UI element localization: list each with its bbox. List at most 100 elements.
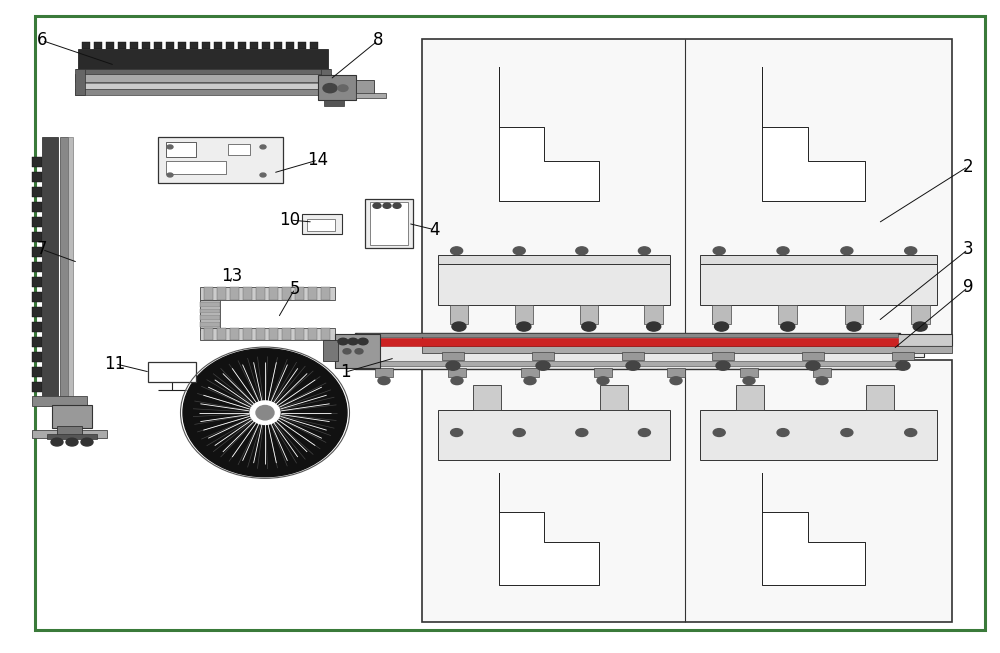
Bar <box>243 287 252 300</box>
Circle shape <box>323 84 337 93</box>
Circle shape <box>338 85 348 91</box>
Bar <box>442 352 464 360</box>
Bar <box>324 100 344 106</box>
Text: 3: 3 <box>963 240 973 259</box>
Bar <box>532 352 554 360</box>
Bar <box>32 382 42 392</box>
Bar <box>32 202 42 212</box>
Circle shape <box>816 377 828 385</box>
Circle shape <box>66 438 78 446</box>
Circle shape <box>383 203 391 208</box>
Bar <box>600 385 628 410</box>
Bar <box>166 42 174 49</box>
Bar <box>282 328 291 340</box>
Circle shape <box>781 322 795 331</box>
Bar <box>106 42 114 49</box>
Bar <box>200 315 220 320</box>
Bar <box>295 287 304 300</box>
Bar <box>256 328 265 340</box>
Bar <box>200 328 335 340</box>
Circle shape <box>81 438 93 446</box>
Bar <box>515 304 533 325</box>
Circle shape <box>896 361 910 370</box>
Bar <box>200 287 335 300</box>
Circle shape <box>670 377 682 385</box>
Bar <box>356 80 374 97</box>
Bar <box>700 255 937 264</box>
Bar <box>57 426 82 436</box>
Bar <box>282 287 291 300</box>
Bar <box>845 304 863 325</box>
Circle shape <box>626 361 640 370</box>
Circle shape <box>576 428 588 436</box>
Bar <box>365 199 413 248</box>
Bar <box>32 307 42 317</box>
Circle shape <box>777 247 789 255</box>
Bar <box>47 434 97 439</box>
Text: 14: 14 <box>307 151 329 169</box>
Circle shape <box>536 361 550 370</box>
Bar <box>190 42 198 49</box>
Circle shape <box>716 361 730 370</box>
Bar <box>736 385 764 410</box>
Bar <box>448 368 466 377</box>
Bar <box>75 89 331 95</box>
Bar <box>32 292 42 302</box>
Text: 5: 5 <box>290 279 300 298</box>
Circle shape <box>167 145 173 149</box>
Polygon shape <box>762 473 865 585</box>
Circle shape <box>513 428 525 436</box>
Bar <box>230 287 239 300</box>
Bar <box>422 360 952 622</box>
Text: 13: 13 <box>221 266 243 285</box>
Circle shape <box>713 428 725 436</box>
Bar <box>52 405 92 428</box>
Circle shape <box>355 349 363 354</box>
Bar <box>700 264 937 306</box>
Bar <box>32 322 42 332</box>
Bar <box>902 345 924 357</box>
Bar <box>357 361 898 366</box>
Bar <box>422 39 952 336</box>
Text: 8: 8 <box>373 31 383 50</box>
Bar <box>356 93 386 98</box>
Bar <box>521 368 539 377</box>
Circle shape <box>524 377 536 385</box>
Bar <box>450 304 468 325</box>
Circle shape <box>905 428 917 436</box>
Bar <box>321 69 331 95</box>
Bar <box>32 277 42 287</box>
Polygon shape <box>499 67 599 201</box>
Circle shape <box>638 247 650 255</box>
Bar <box>778 304 797 325</box>
Circle shape <box>348 338 358 345</box>
Bar <box>32 187 42 197</box>
Text: 11: 11 <box>104 355 126 373</box>
Bar <box>130 42 138 49</box>
Circle shape <box>713 247 725 255</box>
Bar <box>166 161 226 174</box>
Bar <box>375 368 393 377</box>
Bar <box>667 368 685 377</box>
Bar <box>712 304 731 325</box>
Bar <box>269 328 278 340</box>
Bar <box>357 338 898 346</box>
Bar <box>226 42 234 49</box>
Bar <box>323 340 338 361</box>
Bar <box>76 69 330 74</box>
Circle shape <box>378 377 390 385</box>
Bar <box>438 255 670 264</box>
Bar <box>262 42 270 49</box>
Bar <box>644 304 663 325</box>
Bar <box>158 137 283 183</box>
Circle shape <box>638 428 650 436</box>
Bar <box>813 368 831 377</box>
Bar <box>200 322 220 326</box>
Bar <box>94 42 102 49</box>
Circle shape <box>582 322 596 331</box>
Bar <box>308 287 317 300</box>
Bar <box>580 304 598 325</box>
Bar <box>42 137 58 398</box>
Bar <box>32 430 107 438</box>
Bar <box>308 328 317 340</box>
